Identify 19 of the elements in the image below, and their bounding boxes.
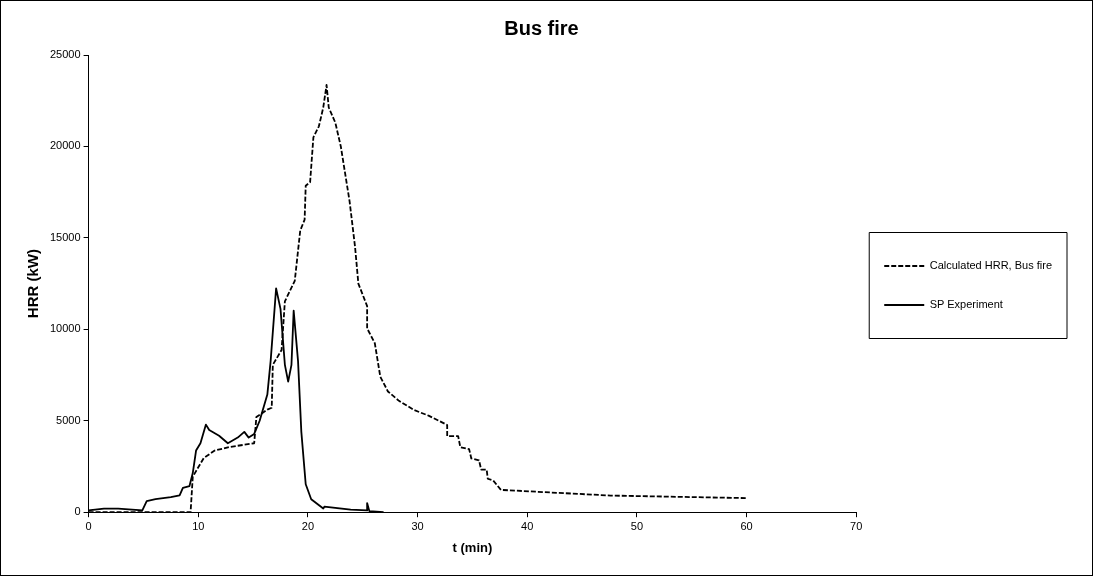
x-tick-label: 0 [85, 519, 92, 532]
x-tick-label: 20 [301, 519, 315, 532]
y-tick-label: 5000 [56, 413, 81, 426]
y-tick-label: 0 [74, 505, 81, 518]
x-tick-label: 30 [411, 519, 424, 532]
x-axis-title: t (min) [452, 539, 493, 555]
chart-title: Bus fire [504, 16, 579, 39]
y-axis-title: HRR (kW) [24, 249, 42, 319]
y-tick-label: 10000 [49, 322, 81, 335]
legend-label: SP Experiment [929, 298, 1003, 311]
x-tick-label: 10 [192, 519, 205, 532]
y-tick-label: 25000 [49, 48, 81, 61]
x-tick-label: 40 [521, 519, 534, 532]
x-tick-label: 50 [630, 519, 644, 532]
y-tick-label: 20000 [49, 139, 81, 152]
legend-label: Calculated HRR, Bus fire [929, 259, 1053, 272]
x-tick-label: 60 [740, 519, 753, 532]
x-tick-label: 70 [850, 519, 863, 532]
y-tick-label: 15000 [49, 230, 81, 243]
